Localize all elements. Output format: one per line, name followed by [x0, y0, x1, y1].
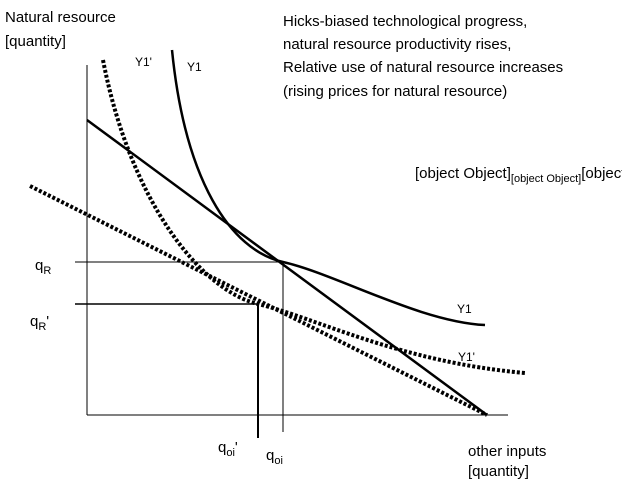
q-label: qR': [30, 313, 49, 333]
y-axis-label: Natural resource: [5, 9, 116, 26]
y-axis-label: [quantity]: [5, 33, 66, 50]
text-part: [object Object]: [415, 165, 511, 182]
isoquant-y1p: [101, 59, 526, 375]
x-axis-label: [quantity]: [468, 463, 529, 480]
subscript: [object Object]: [511, 173, 581, 185]
text-part: ': [235, 439, 238, 456]
annotation: Relative use of natural resource increas…: [283, 59, 563, 76]
text-part: ': [46, 313, 49, 330]
isoquant-y1: [170, 49, 486, 327]
subscript: R: [43, 265, 51, 277]
annotation: natural resource productivity rises,: [283, 36, 511, 53]
curve-label: Y1': [135, 55, 152, 69]
q-label: qoi: [266, 447, 283, 467]
text-part: q: [35, 257, 43, 274]
subscript: oi: [274, 455, 283, 467]
text-part: q: [218, 439, 226, 456]
q-label: qoi': [218, 439, 238, 459]
text-part: [object Object]: [581, 165, 622, 182]
x-axis-label: other inputs: [468, 443, 546, 460]
annotation: Hicks-biased technological progress,: [283, 13, 527, 30]
curve-label: Y1': [458, 350, 475, 364]
curve-label: Y1: [187, 60, 202, 74]
subscript: R: [38, 321, 46, 333]
text-part: q: [30, 313, 38, 330]
text-part: q: [266, 447, 274, 464]
annotation: (rising prices for natural resource): [283, 83, 507, 100]
isocost-line-new: [29, 184, 488, 417]
curve-label: Y1: [457, 302, 472, 316]
isocost-line: [86, 118, 488, 417]
q-label: qR: [35, 257, 51, 277]
subscript: oi: [226, 447, 235, 459]
equation: [object Object][object Object][object Ob…: [415, 165, 622, 185]
